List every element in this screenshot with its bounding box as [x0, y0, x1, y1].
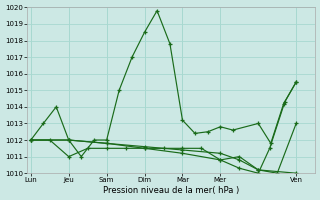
X-axis label: Pression niveau de la mer( hPa ): Pression niveau de la mer( hPa ) — [103, 186, 239, 195]
